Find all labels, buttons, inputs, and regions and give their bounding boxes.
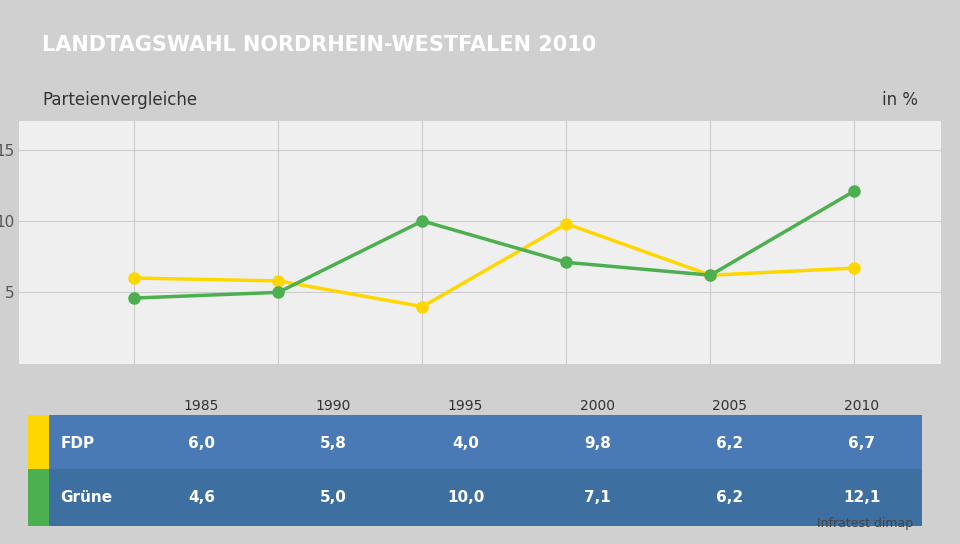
Text: Grüne: Grüne <box>60 490 112 505</box>
Text: 1990: 1990 <box>316 399 351 413</box>
Bar <box>29 469 923 527</box>
Text: 1995: 1995 <box>448 399 483 413</box>
Text: 4,0: 4,0 <box>452 436 479 451</box>
Text: 6,2: 6,2 <box>716 436 743 451</box>
Text: 6,2: 6,2 <box>716 490 743 505</box>
Text: 12,1: 12,1 <box>843 490 880 505</box>
Text: in %: in % <box>881 91 918 109</box>
Text: 5,8: 5,8 <box>321 436 347 451</box>
Text: 2000: 2000 <box>580 399 615 413</box>
Text: 9,8: 9,8 <box>585 436 611 451</box>
Text: Infratest dimap: Infratest dimap <box>817 517 913 530</box>
Text: 2010: 2010 <box>844 399 879 413</box>
Text: LANDTAGSWAHL NORDRHEIN-WESTFALEN 2010: LANDTAGSWAHL NORDRHEIN-WESTFALEN 2010 <box>42 35 596 55</box>
Bar <box>29 415 923 472</box>
Text: 6,7: 6,7 <box>848 436 876 451</box>
Bar <box>29 469 49 527</box>
Text: Parteienvergleiche: Parteienvergleiche <box>42 91 198 109</box>
Text: FDP: FDP <box>60 436 95 451</box>
Bar <box>29 415 49 472</box>
Text: 2005: 2005 <box>712 399 747 413</box>
Text: 5,0: 5,0 <box>321 490 347 505</box>
Text: 7,1: 7,1 <box>585 490 611 505</box>
Text: 4,6: 4,6 <box>188 490 215 505</box>
Text: 6,0: 6,0 <box>188 436 215 451</box>
Text: 10,0: 10,0 <box>447 490 484 505</box>
Text: 1985: 1985 <box>184 399 219 413</box>
